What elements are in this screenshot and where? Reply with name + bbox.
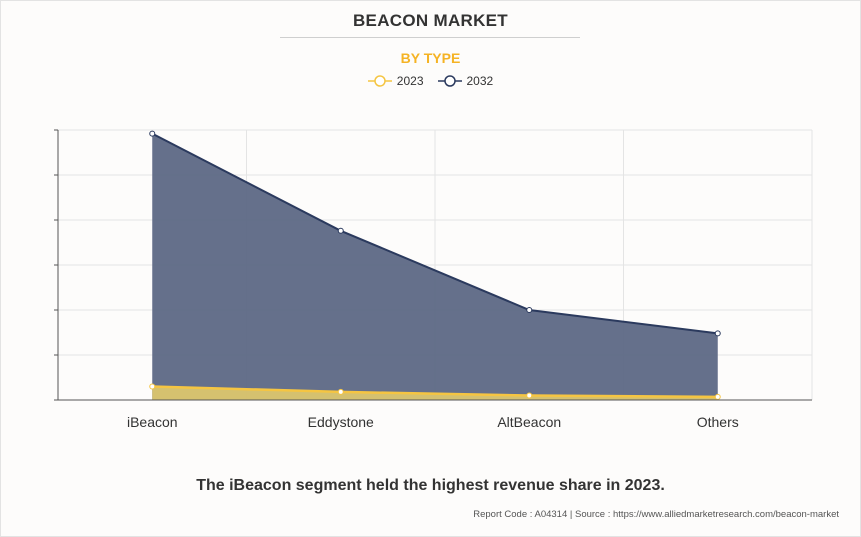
legend-marker-2032-icon: [437, 75, 462, 87]
chart-caption: The iBeacon segment held the highest rev…: [196, 477, 665, 494]
title-divider: [280, 37, 580, 38]
series-line-2032: [151, 132, 718, 335]
x-tick-label: Others: [697, 414, 739, 430]
legend-label-2032: 2032: [466, 74, 494, 88]
data-point-2023-altbeacon: [526, 392, 533, 399]
legend-item-2032[interactable]: 2032: [437, 74, 494, 88]
data-point-2032-eddystone: [337, 227, 344, 234]
x-tick-label: AltBeacon: [497, 414, 561, 430]
data-point-2032-others: [714, 330, 721, 337]
data-point-2023-eddystone: [337, 388, 344, 395]
chart-subtitle: BY TYPE: [400, 50, 461, 66]
data-point-2032-ibeacon: [149, 130, 156, 137]
legend-marker-2023-icon: [367, 75, 392, 87]
legend: 2023 2032: [0, 72, 861, 90]
data-point-2023-ibeacon: [149, 383, 156, 390]
area-fill-2032: [152, 133, 718, 400]
source-note: Report Code : A04314 | Source : https://…: [473, 509, 839, 520]
legend-item-2023[interactable]: 2023: [367, 74, 424, 88]
data-point-2032-altbeacon: [526, 307, 533, 313]
data-point-2023-others: [714, 393, 721, 400]
chart-title: BEACON MARKET: [352, 11, 508, 30]
legend-label-2023: 2023: [396, 74, 424, 88]
x-tick-label: iBeacon: [127, 414, 178, 430]
x-tick-label: Eddystone: [308, 414, 374, 430]
series-line-2023: [152, 385, 718, 399]
